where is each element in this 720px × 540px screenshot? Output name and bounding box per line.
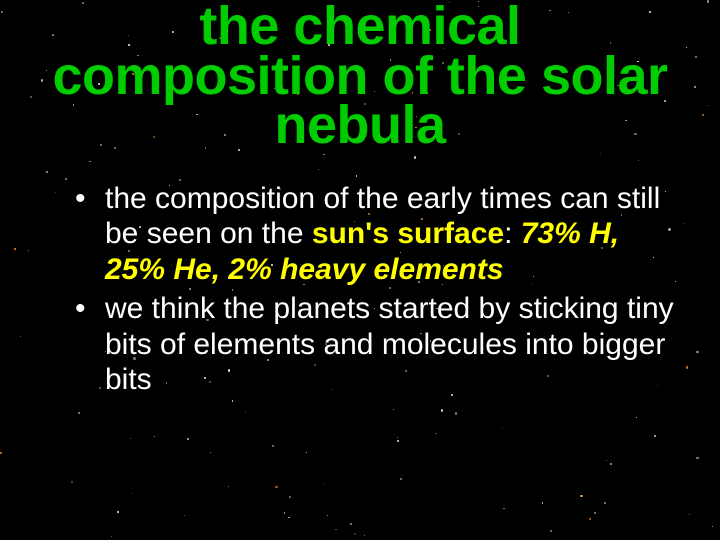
bullet-item: we think the planets started by sticking… <box>75 291 675 397</box>
bullet-list: the composition of the early times can s… <box>45 181 675 397</box>
slide-title: the chemical composition of the solar ne… <box>45 0 675 151</box>
bullet-text: : <box>504 217 521 250</box>
slide-content: the chemical composition of the solar ne… <box>0 0 720 540</box>
bullet-text: we think the planets started by sticking… <box>105 292 674 396</box>
bullet-item: the composition of the early times can s… <box>75 181 675 287</box>
emphasis-bold: sun's surface <box>312 217 504 250</box>
